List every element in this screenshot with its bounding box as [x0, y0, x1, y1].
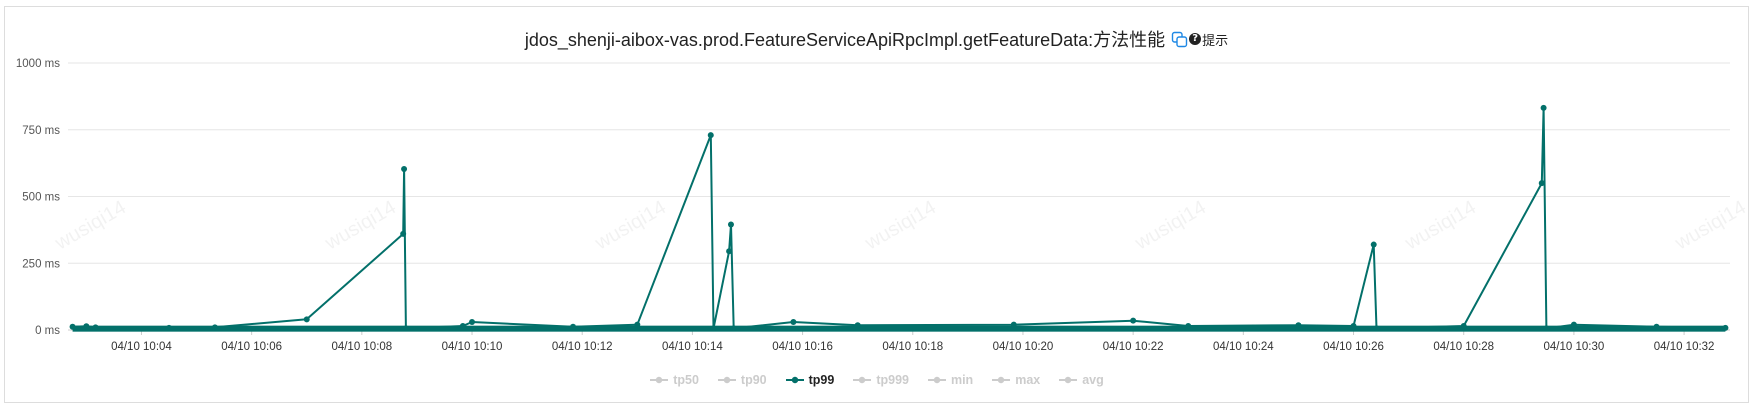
chart-title: jdos_shenji-aibox-vas.prod.FeatureServic…: [524, 30, 1166, 50]
data-point[interactable]: [1538, 180, 1545, 187]
data-point[interactable]: [92, 324, 99, 331]
data-point[interactable]: [1350, 322, 1357, 329]
data-point[interactable]: [211, 324, 218, 331]
data-point[interactable]: [570, 323, 577, 330]
copy-icon[interactable]: [1171, 31, 1188, 48]
watermark-layer: wusiqi14 wusiqi14 wusiqi14 wusiqi14 wusiqi14…: [51, 196, 1750, 254]
data-point[interactable]: [1295, 322, 1302, 329]
data-point[interactable]: [469, 318, 476, 325]
data-point[interactable]: [854, 322, 861, 329]
data-point[interactable]: [1543, 325, 1550, 332]
legend-label: min: [950, 373, 974, 387]
y-tick-label: 750 ms: [22, 125, 60, 137]
watermark-text: wusiqi14: [591, 196, 670, 254]
y-tick-label: 250 ms: [22, 258, 60, 270]
data-point[interactable]: [1010, 321, 1017, 328]
data-point[interactable]: [83, 323, 90, 330]
x-tick-label: 04/10 10:06: [221, 341, 282, 353]
legend-line-icon: [650, 376, 669, 384]
legend-label: tp99: [808, 373, 835, 387]
y-axis: 0 ms 250 ms 500 ms 750 ms 1000 ms: [16, 58, 60, 337]
legend-item-tp90[interactable]: tp90: [717, 373, 767, 387]
data-point[interactable]: [710, 325, 717, 332]
data-point[interactable]: [1570, 321, 1577, 328]
x-tick-label: 04/10 10:32: [1654, 341, 1715, 353]
legend-line-icon: [785, 376, 804, 384]
watermark-text: wusiqi14: [1671, 196, 1750, 254]
legend-item-tp999[interactable]: tp999: [852, 373, 909, 387]
series-layer: [69, 104, 1729, 332]
data-point[interactable]: [1370, 241, 1377, 248]
x-tick-label: 04/10 10:16: [772, 341, 833, 353]
legend-item-max[interactable]: max: [991, 373, 1040, 387]
gridlines: [68, 62, 1730, 331]
legend-label: max: [1015, 373, 1041, 387]
data-point[interactable]: [790, 318, 797, 325]
data-point[interactable]: [726, 248, 733, 255]
data-point[interactable]: [1460, 322, 1467, 329]
data-point[interactable]: [634, 321, 641, 328]
data-point[interactable]: [69, 323, 76, 330]
data-point[interactable]: [303, 316, 310, 323]
x-tick-label: 04/10 10:26: [1323, 341, 1384, 353]
x-tick-label: 04/10 10:04: [111, 341, 172, 353]
series-line-tp99: [72, 106, 1726, 330]
data-point[interactable]: [707, 132, 714, 139]
legend: tp50 tp90 tp99 tp999 min max avg: [5, 373, 1748, 387]
x-tick-label: 04/10 10:18: [882, 341, 943, 353]
x-tick-label: 04/10 10:08: [331, 341, 392, 353]
data-point[interactable]: [459, 322, 466, 329]
x-tick-label: 04/10 10:12: [552, 341, 613, 353]
legend-label: avg: [1082, 373, 1104, 387]
legend-line-icon: [717, 376, 736, 384]
hint-label: 提示: [1202, 33, 1229, 49]
legend-item-avg[interactable]: avg: [1058, 373, 1104, 387]
legend-line-icon: [927, 376, 946, 384]
legend-line-icon: [992, 376, 1011, 384]
legend-label: tp90: [740, 373, 767, 387]
hint-button[interactable]: ? 提示: [1189, 30, 1228, 49]
question-circle-icon: ?: [1189, 33, 1202, 45]
data-point[interactable]: [400, 230, 407, 237]
watermark-text: wusiqi14: [1401, 196, 1480, 254]
x-tick-label: 04/10 10:14: [662, 341, 723, 353]
y-tick-label: 500 ms: [22, 192, 60, 204]
data-point[interactable]: [1130, 317, 1137, 324]
title-row: jdos_shenji-aibox-vas.prod.FeatureServic…: [5, 25, 1748, 53]
x-tick-label: 04/10 10:22: [1103, 341, 1164, 353]
data-point[interactable]: [401, 165, 408, 172]
data-point[interactable]: [1653, 323, 1660, 330]
chart-panel: jdos_shenji-aibox-vas.prod.FeatureServic…: [4, 6, 1749, 403]
legend-label: tp999: [876, 373, 909, 387]
x-tick-label: 04/10 10:10: [442, 341, 503, 353]
legend-line-icon: [1059, 376, 1078, 384]
data-point[interactable]: [1185, 322, 1192, 329]
x-tick-label: 04/10 10:28: [1433, 341, 1494, 353]
data-point[interactable]: [1540, 104, 1547, 111]
x-tick-label: 04/10 10:20: [993, 341, 1054, 353]
series-baseline-band: [72, 325, 1726, 332]
data-point[interactable]: [730, 325, 737, 332]
y-tick-label: 1000 ms: [16, 58, 60, 70]
data-point[interactable]: [166, 324, 173, 331]
watermark-text: wusiqi14: [51, 196, 130, 254]
watermark-text: wusiqi14: [861, 196, 940, 254]
legend-line-icon: [853, 376, 872, 384]
watermark-text: wusiqi14: [1131, 196, 1210, 254]
data-point[interactable]: [402, 325, 409, 332]
legend-item-min[interactable]: min: [927, 373, 973, 387]
data-point[interactable]: [1722, 324, 1729, 331]
data-point[interactable]: [727, 221, 734, 228]
x-tick-label: 04/10 10:24: [1213, 341, 1274, 353]
x-tick-label: 04/10 10:30: [1544, 341, 1605, 353]
y-tick-label: 0 ms: [35, 325, 60, 337]
legend-label: tp50: [673, 373, 699, 387]
data-point[interactable]: [1373, 325, 1380, 332]
x-axis: 04/10 10:04 04/10 10:06 04/10 10:08 04/10 1…: [111, 330, 1714, 353]
legend-item-tp99[interactable]: tp99: [785, 373, 835, 387]
legend-item-tp50[interactable]: tp50: [649, 373, 699, 387]
